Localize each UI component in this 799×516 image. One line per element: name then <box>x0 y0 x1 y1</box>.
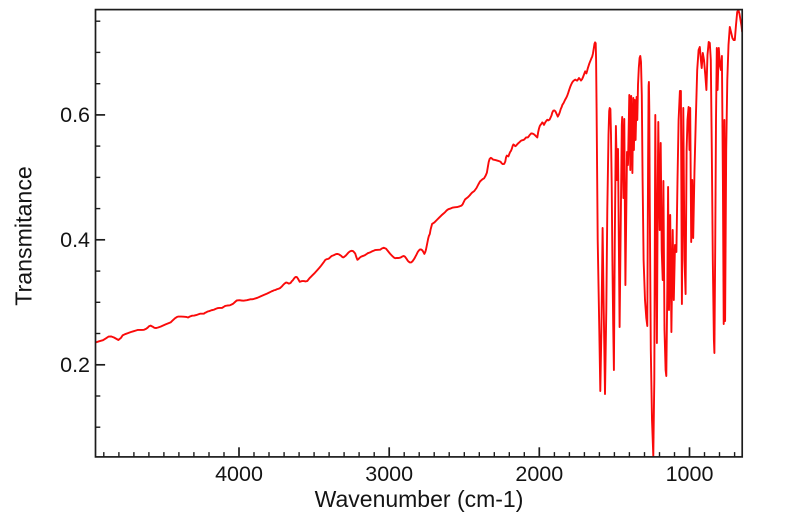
svg-text:Transmitance: Transmitance <box>11 166 37 306</box>
svg-text:0.4: 0.4 <box>60 228 90 252</box>
svg-text:0.6: 0.6 <box>60 103 90 127</box>
svg-text:0.2: 0.2 <box>60 353 90 377</box>
svg-text:3000: 3000 <box>365 462 413 486</box>
svg-text:1000: 1000 <box>666 462 714 486</box>
svg-text:Wavenumber (cm-1): Wavenumber (cm-1) <box>315 486 524 512</box>
svg-text:4000: 4000 <box>215 462 263 486</box>
svg-text:2000: 2000 <box>515 462 563 486</box>
